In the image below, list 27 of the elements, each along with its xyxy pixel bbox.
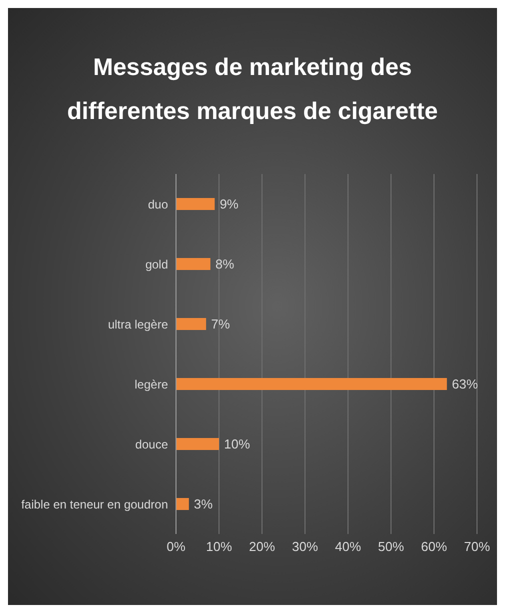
- data-label: 3%: [194, 496, 214, 512]
- x-tick-label: 0%: [166, 539, 186, 554]
- data-label: 10%: [224, 436, 250, 452]
- bar: [176, 318, 206, 330]
- data-label: 7%: [211, 316, 230, 332]
- x-tick-label: 70%: [464, 539, 490, 554]
- x-tick-label: 40%: [334, 539, 362, 554]
- y-tick-label: douce: [135, 437, 168, 452]
- x-tick-label: 50%: [378, 539, 404, 554]
- y-tick-label: legère: [134, 377, 168, 392]
- bar: [176, 378, 447, 390]
- y-tick-label: duo: [148, 197, 168, 212]
- data-label: 8%: [215, 256, 235, 272]
- bar: [176, 198, 215, 210]
- x-tick-label: 20%: [248, 539, 276, 554]
- y-tick-label: gold: [145, 257, 168, 272]
- chart-title: Messages de marketing des differentes marques de cigarette: [66, 53, 439, 127]
- bar: [176, 438, 219, 450]
- x-tick-label: 60%: [420, 539, 448, 554]
- bar: [176, 498, 189, 510]
- y-tick-label: faible en teneur en goudron: [21, 497, 168, 512]
- x-tick-label: 30%: [292, 539, 318, 554]
- bar: [176, 258, 210, 270]
- y-tick-label: ultra legère: [108, 317, 168, 332]
- data-label: 9%: [220, 196, 239, 212]
- x-tick-label: 10%: [206, 539, 232, 554]
- data-label: 63%: [452, 376, 478, 392]
